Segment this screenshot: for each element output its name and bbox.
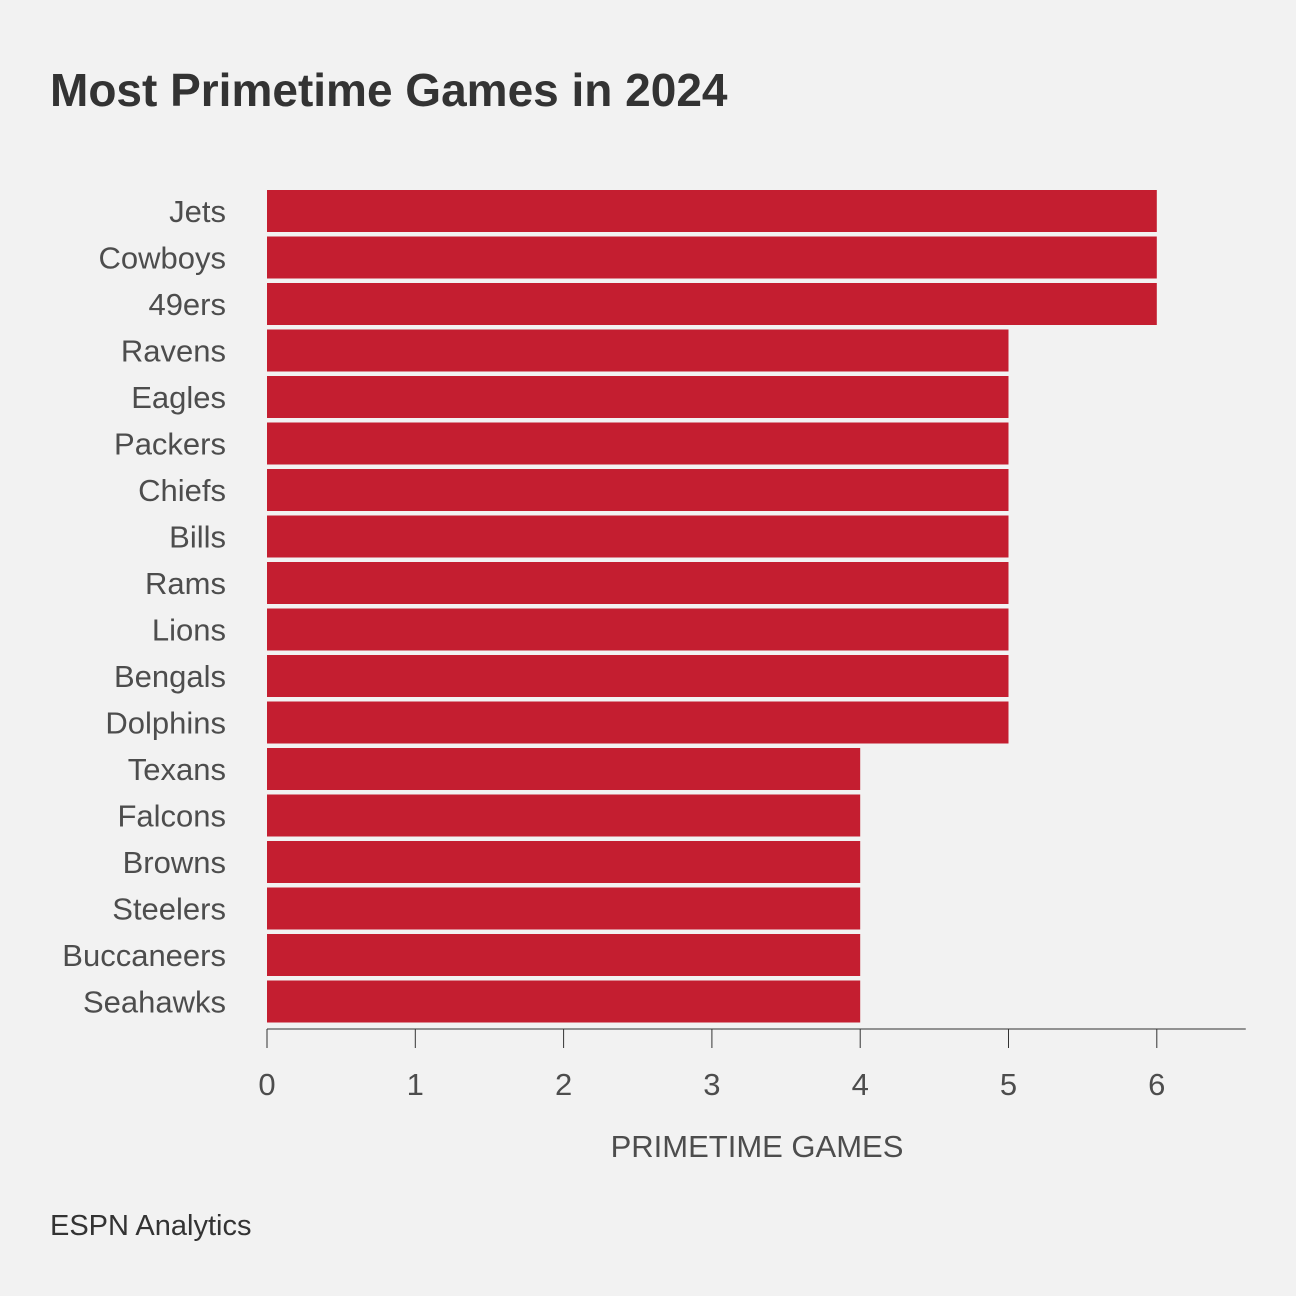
bar-lions (267, 608, 1009, 651)
category-label: Lions (152, 613, 226, 648)
bar-browns (267, 841, 861, 883)
x-tick-label: 0 (258, 1067, 275, 1102)
category-label: Chiefs (138, 473, 226, 508)
bars-layer (267, 190, 1157, 1023)
category-label: Steelers (112, 892, 226, 927)
bar-49ers (267, 283, 1157, 325)
category-label: Seahawks (83, 985, 226, 1020)
bar-seahawks (267, 980, 861, 1023)
category-label: Eagles (131, 380, 226, 415)
category-label: Packers (114, 427, 226, 462)
x-axis: 0 1 2 3 4 5 6 (258, 1028, 1246, 1102)
bar-falcons (267, 794, 861, 837)
category-label: Ravens (121, 334, 226, 369)
bar-jets (267, 190, 1157, 232)
category-label: Bengals (114, 659, 226, 694)
x-tick-label: 1 (407, 1067, 424, 1102)
x-tick-label: 5 (1000, 1067, 1017, 1102)
category-label: Jets (169, 194, 226, 229)
bar-bengals (267, 655, 1009, 697)
bar-cowboys (267, 236, 1157, 279)
bar-chiefs (267, 469, 1009, 511)
category-label: Texans (128, 752, 226, 787)
category-labels: Jets Cowboys 49ers Ravens Eagles Packers Chief… (62, 194, 226, 1020)
source-credit: ESPN Analytics (50, 1210, 252, 1242)
bar-texans (267, 748, 861, 790)
bar-dolphins (267, 701, 1009, 744)
x-tick-label: 4 (852, 1067, 869, 1102)
category-label: 49ers (148, 287, 226, 322)
bar-rams (267, 562, 1009, 604)
x-axis-title: PRIMETIME GAMES (611, 1129, 904, 1164)
bar-ravens (267, 329, 1009, 372)
bar-bills (267, 515, 1009, 558)
x-tick-label: 2 (555, 1067, 572, 1102)
category-label: Bills (169, 520, 226, 555)
category-label: Falcons (117, 799, 226, 834)
category-label: Rams (145, 566, 226, 601)
category-label: Dolphins (105, 706, 226, 741)
category-label: Browns (123, 845, 226, 880)
x-tick-label: 6 (1148, 1067, 1165, 1102)
chart-title: Most Primetime Games in 2024 (50, 64, 728, 116)
bar-eagles (267, 376, 1009, 418)
x-tick-label: 3 (703, 1067, 720, 1102)
bar-buccaneers (267, 934, 861, 976)
category-label: Buccaneers (62, 938, 226, 973)
bar-packers (267, 422, 1009, 465)
category-label: Cowboys (99, 241, 227, 276)
bar-steelers (267, 887, 861, 930)
